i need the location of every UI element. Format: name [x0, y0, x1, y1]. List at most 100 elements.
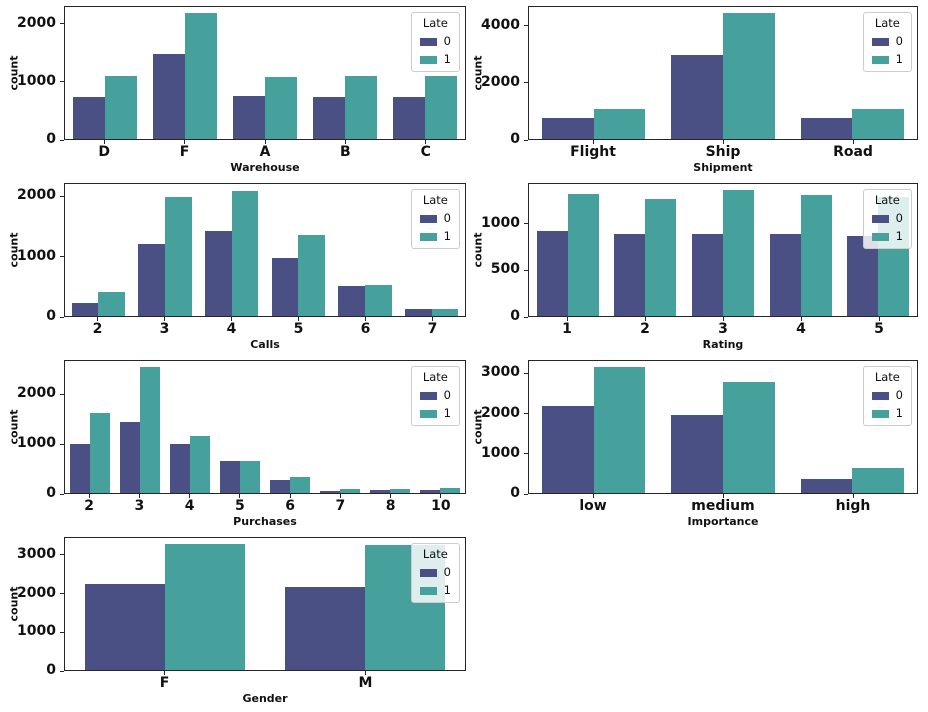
legend-entry-late1: 1: [419, 583, 451, 598]
y-tickmark: [524, 453, 528, 455]
x-tickmark: [440, 494, 442, 498]
axes-purchases: Late 0 1: [64, 360, 466, 494]
legend-entry-late1: 1: [871, 52, 903, 67]
y-tickmark: [60, 554, 64, 556]
y-tick-label: 1000: [17, 72, 56, 89]
bar-calls-5-late0: [271, 258, 299, 316]
y-tick-label: 4000: [481, 16, 520, 33]
x-tick-label: 5: [235, 498, 245, 514]
y-tick-label: 0: [46, 662, 56, 678]
x-tick-label: 10: [431, 498, 451, 514]
bar-calls-4-late0: [205, 230, 232, 316]
x-tickmark: [566, 317, 568, 321]
xlabel-shipment: Shipment: [693, 161, 753, 174]
x-tickmark: [164, 317, 165, 321]
y-tick-label: 1000: [17, 623, 56, 640]
legend-entry-label: 1: [443, 52, 451, 66]
legend-swatch-late1: [419, 586, 437, 595]
x-tick-label: Flight: [570, 144, 616, 160]
axes-gender: Late 0 1: [64, 537, 466, 671]
x-tick-label: 2: [84, 498, 94, 514]
axes-calls: Late 0 1: [64, 183, 466, 317]
bar-importance-high-late1: [852, 468, 905, 493]
legend-entry-late0: 0: [419, 211, 451, 226]
bar-purchases-2-late0: [70, 444, 90, 493]
legend-shipment: Late 0 1: [862, 12, 912, 72]
y-tickmark: [60, 139, 64, 141]
legend-entry-late1: 1: [419, 52, 451, 67]
x-tick-label: 2: [92, 321, 103, 337]
legend-entry-label: 0: [443, 34, 451, 48]
y-tickmark: [524, 139, 528, 141]
legend-swatch-late0: [419, 568, 437, 577]
bar-calls-7-late0: [405, 308, 432, 316]
y-tick-label: 1000: [17, 247, 56, 264]
y-tickmark: [524, 413, 528, 415]
y-tickmark: [524, 82, 528, 84]
x-tick-label: low: [579, 498, 607, 514]
bar-purchases-8-late0: [370, 490, 390, 493]
legend-swatch-late0: [871, 214, 889, 223]
legend-importance: Late 0 1: [862, 366, 912, 426]
axes-warehouse: Late 0 1: [64, 6, 466, 140]
xlabel-warehouse: Warehouse: [230, 161, 300, 174]
y-tickmark: [60, 23, 64, 25]
x-tick-label: 7: [427, 321, 438, 337]
bar-purchases-5-late1: [240, 461, 260, 493]
x-tick-label: M: [358, 675, 373, 691]
ylabel-count: count: [471, 232, 485, 268]
legend-entry-late0: 0: [871, 34, 903, 49]
y-tick-label: 0: [510, 131, 520, 147]
bar-warehouse-c-late1: [425, 75, 457, 139]
x-tickmark: [239, 494, 241, 498]
x-tick-label: 1: [562, 321, 572, 337]
bar-calls-7-late1: [431, 308, 459, 316]
ylabel-count: count: [471, 409, 485, 445]
bar-gender-f-late0: [85, 583, 165, 670]
x-tickmark: [425, 140, 427, 144]
x-tickmark: [365, 671, 366, 675]
x-tick-label: 6: [285, 498, 295, 514]
y-tickmark: [524, 372, 528, 374]
axes-importance: Late 0 1: [528, 360, 918, 494]
x-tickmark: [644, 317, 646, 321]
bar-calls-5-late1: [298, 234, 325, 316]
x-tick-label: 2: [640, 321, 650, 337]
bar-calls-2-late0: [71, 302, 99, 316]
legend-entry-label: 0: [443, 388, 451, 402]
bar-importance-low-late0: [541, 406, 594, 493]
x-tickmark: [138, 494, 140, 498]
x-tick-label: A: [259, 144, 271, 160]
x-tickmark: [344, 140, 346, 144]
bar-purchases-4-late0: [170, 444, 190, 493]
legend-entry-late1: 1: [871, 229, 903, 244]
y-tick-label: 1000: [481, 214, 520, 231]
y-tick-label: 2000: [481, 73, 520, 90]
bar-warehouse-b-late0: [313, 96, 345, 139]
x-tickmark: [164, 671, 165, 675]
bar-purchases-6-late0: [270, 480, 290, 493]
bar-calls-3-late0: [138, 244, 165, 316]
bar-shipment-flight-late1: [593, 108, 646, 139]
legend-entry-label: 1: [443, 406, 451, 420]
legend-swatch-late0: [871, 37, 889, 46]
x-tick-label: 8: [385, 498, 396, 514]
bar-purchases-4-late1: [190, 435, 210, 493]
legend-entry-label: 1: [443, 229, 451, 243]
bar-rating-4-late1: [800, 195, 832, 316]
x-tickmark: [878, 317, 880, 321]
y-tickmark: [524, 493, 528, 495]
y-tickmark: [60, 393, 64, 395]
bar-purchases-2-late1: [90, 412, 110, 493]
x-tick-label: C: [420, 144, 431, 160]
y-tick-label: 1000: [17, 435, 56, 452]
bar-purchases-8-late1: [390, 488, 410, 493]
y-tick-label: 500: [490, 261, 520, 278]
ylabel-count: count: [471, 55, 485, 91]
legend-calls: Late 0 1: [410, 189, 460, 249]
legend-entry-late0: 0: [419, 565, 451, 580]
bar-rating-3-late1: [723, 190, 755, 316]
x-tickmark: [722, 140, 724, 144]
legend-entry-label: 0: [895, 388, 903, 402]
